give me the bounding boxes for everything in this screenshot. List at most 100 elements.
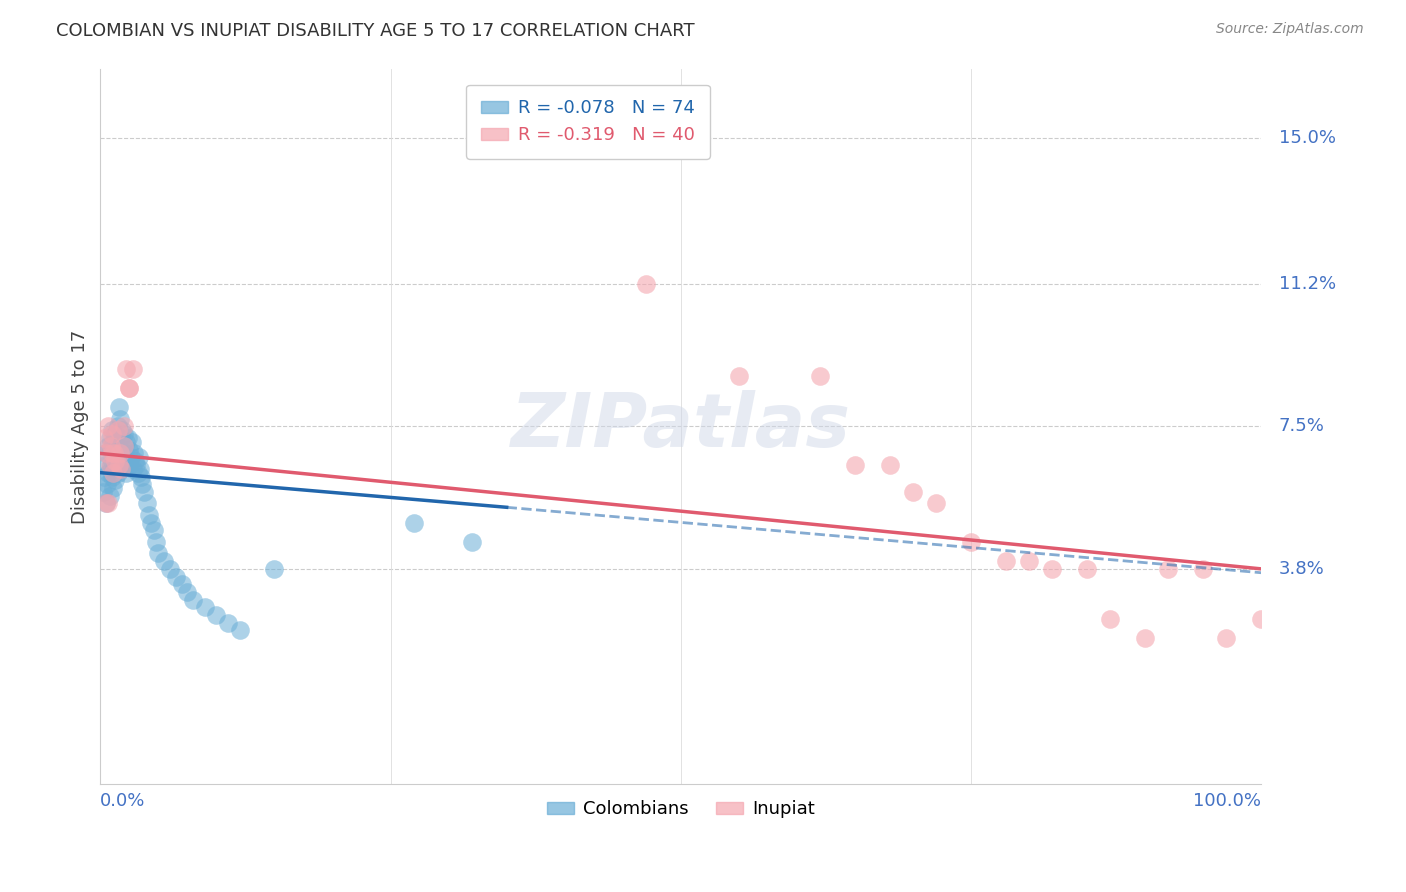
Point	[879, 458, 901, 472]
Point	[1192, 562, 1215, 576]
Point	[402, 516, 425, 530]
Point	[159, 562, 181, 576]
Point	[118, 458, 141, 472]
Point	[165, 569, 187, 583]
Point	[104, 454, 127, 468]
Point	[100, 442, 122, 457]
Point	[128, 462, 150, 476]
Point	[153, 554, 176, 568]
Point	[1135, 631, 1157, 645]
Point	[1157, 562, 1180, 576]
Point	[131, 477, 153, 491]
Point	[111, 423, 134, 437]
Point	[1076, 562, 1098, 576]
Point	[104, 474, 127, 488]
Text: Source: ZipAtlas.com: Source: ZipAtlas.com	[1216, 22, 1364, 37]
Point	[118, 381, 141, 395]
Point	[94, 458, 117, 472]
Point	[96, 496, 118, 510]
Point	[127, 466, 149, 480]
Text: 3.8%: 3.8%	[1278, 560, 1324, 578]
Point	[115, 454, 138, 468]
Point	[205, 608, 228, 623]
Point	[98, 458, 121, 472]
Point	[112, 419, 135, 434]
Point	[101, 423, 124, 437]
Point	[728, 369, 751, 384]
Point	[93, 469, 115, 483]
Point	[118, 381, 141, 395]
Point	[98, 431, 121, 445]
Point	[101, 454, 124, 468]
Point	[170, 577, 193, 591]
Point	[148, 547, 170, 561]
Point	[103, 446, 125, 460]
Point	[107, 419, 129, 434]
Point	[104, 427, 127, 442]
Point	[114, 446, 136, 460]
Point	[101, 469, 124, 483]
Point	[121, 434, 143, 449]
Point	[110, 462, 132, 476]
Point	[844, 458, 866, 472]
Point	[108, 411, 131, 425]
Point	[101, 427, 124, 442]
Point	[128, 450, 150, 465]
Y-axis label: Disability Age 5 to 17: Disability Age 5 to 17	[72, 329, 89, 524]
Point	[217, 615, 239, 630]
Point	[1099, 612, 1122, 626]
Point	[107, 466, 129, 480]
Point	[925, 496, 948, 510]
Point	[808, 369, 831, 384]
Text: 7.5%: 7.5%	[1278, 417, 1324, 435]
Point	[91, 484, 114, 499]
Text: ZIPatlas: ZIPatlas	[510, 390, 851, 463]
Point	[176, 585, 198, 599]
Point	[96, 446, 118, 460]
Point	[135, 496, 157, 510]
Point	[101, 466, 124, 480]
Point	[108, 458, 131, 472]
Legend: Colombians, Inupiat: Colombians, Inupiat	[540, 793, 823, 825]
Point	[107, 450, 129, 465]
Point	[1040, 562, 1063, 576]
Point	[145, 535, 167, 549]
Text: COLOMBIAN VS INUPIAT DISABILITY AGE 5 TO 17 CORRELATION CHART: COLOMBIAN VS INUPIAT DISABILITY AGE 5 TO…	[56, 22, 695, 40]
Point	[142, 524, 165, 538]
Point	[103, 462, 125, 476]
Point	[96, 477, 118, 491]
Point	[96, 446, 118, 460]
Point	[101, 446, 124, 460]
Point	[115, 434, 138, 449]
Point	[93, 431, 115, 445]
Point	[111, 454, 134, 468]
Point	[101, 481, 124, 495]
Point	[108, 446, 131, 460]
Point	[105, 439, 128, 453]
Point	[228, 624, 250, 638]
Point	[97, 419, 120, 434]
Point	[122, 446, 145, 460]
Point	[107, 423, 129, 437]
Point	[134, 484, 156, 499]
Point	[110, 462, 132, 476]
Point	[1018, 554, 1040, 568]
Point	[263, 562, 285, 576]
Point	[112, 458, 135, 472]
Point	[112, 439, 135, 453]
Point	[634, 277, 657, 291]
Text: 0.0%: 0.0%	[100, 792, 146, 810]
Point	[115, 466, 138, 480]
Point	[125, 458, 148, 472]
Point	[96, 496, 118, 510]
Point	[110, 431, 132, 445]
Point	[901, 484, 924, 499]
Point	[181, 592, 204, 607]
Point	[97, 439, 120, 453]
Point	[108, 458, 131, 472]
Point	[994, 554, 1017, 568]
Point	[129, 469, 152, 483]
Point	[115, 361, 138, 376]
Point	[194, 600, 217, 615]
Point	[108, 442, 131, 457]
